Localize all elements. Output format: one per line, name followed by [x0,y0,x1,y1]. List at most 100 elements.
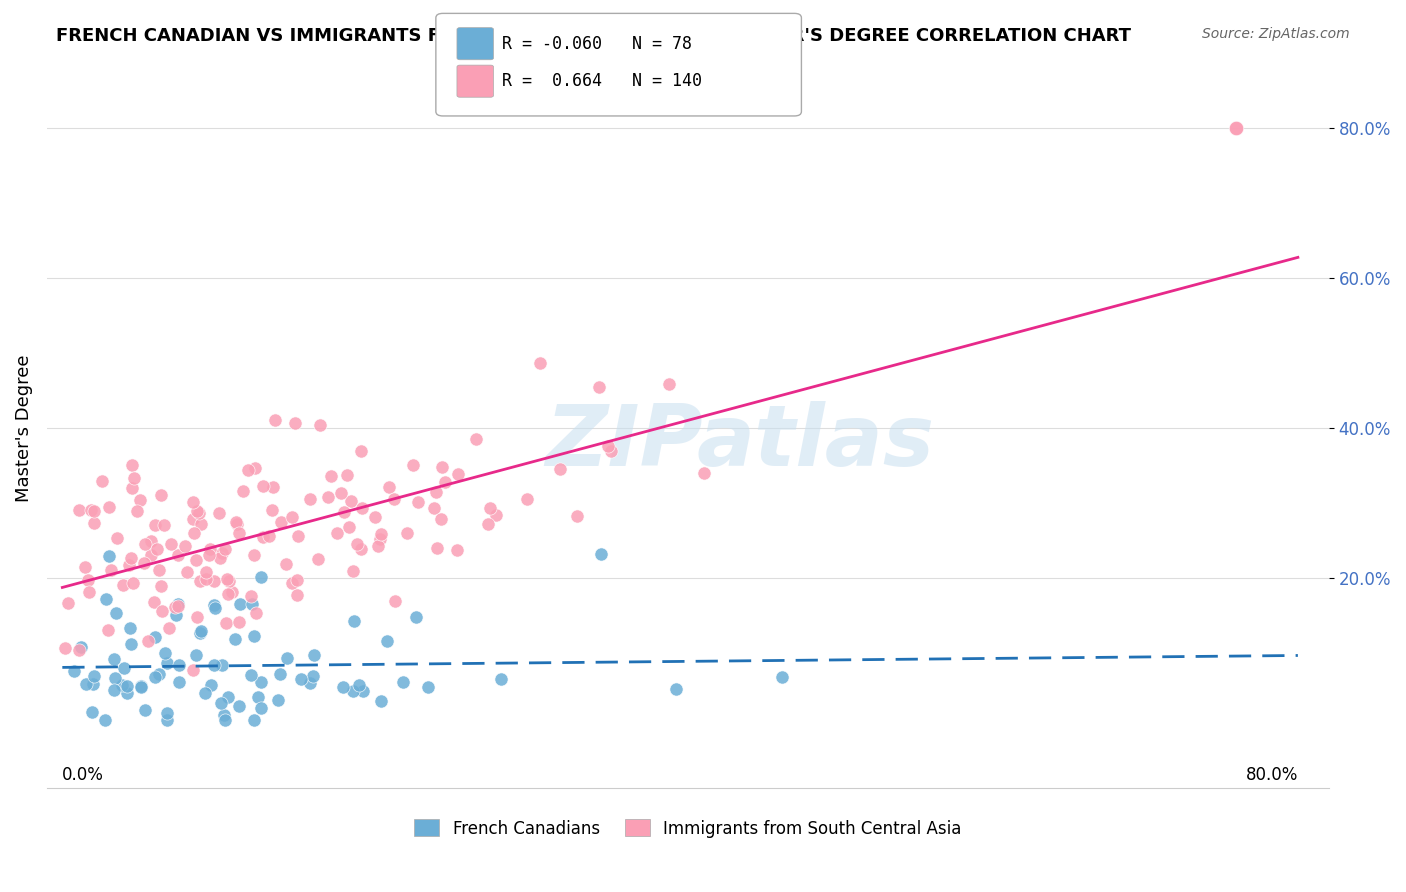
French Canadians [103,682,125,697]
Immigrants from South Central Asia [446,543,468,558]
French Canadians [148,666,170,681]
Immigrants from South Central Asia [211,546,233,560]
French Canadians [224,632,246,646]
Immigrants from South Central Asia [548,461,571,475]
Immigrants from South Central Asia [134,537,156,551]
Immigrants from South Central Asia [198,548,221,562]
French Canadians [134,703,156,717]
Immigrants from South Central Asia [598,439,620,453]
French Canadians [204,601,226,615]
French Canadians [665,681,688,696]
Immigrants from South Central Asia [181,495,204,509]
French Canadians [118,621,141,635]
Immigrants from South Central Asia [342,564,364,578]
Immigrants from South Central Asia [337,519,360,533]
Immigrants from South Central Asia [209,550,232,565]
Immigrants from South Central Asia [382,491,405,506]
Immigrants from South Central Asia [425,484,447,499]
Immigrants from South Central Asia [243,548,266,562]
French Canadians [94,591,117,606]
Point [1225,121,1247,136]
Immigrants from South Central Asia [215,616,238,631]
Immigrants from South Central Asia [423,501,446,516]
Immigrants from South Central Asia [198,541,221,556]
Immigrants from South Central Asia [83,504,105,518]
French Canadians [209,696,232,710]
Immigrants from South Central Asia [1225,121,1247,136]
Immigrants from South Central Asia [264,413,287,427]
Immigrants from South Central Asia [173,540,195,554]
Immigrants from South Central Asia [143,595,166,609]
French Canadians [299,675,322,690]
Legend: French Canadians, Immigrants from South Central Asia: French Canadians, Immigrants from South … [408,813,969,844]
Immigrants from South Central Asia [183,525,205,540]
Immigrants from South Central Asia [318,490,340,504]
Immigrants from South Central Asia [186,609,208,624]
Immigrants from South Central Asia [447,467,470,481]
Immigrants from South Central Asia [516,491,538,506]
Immigrants from South Central Asia [228,615,250,629]
Immigrants from South Central Asia [285,573,308,587]
French Canadians [103,652,125,666]
Immigrants from South Central Asia [465,432,488,446]
Immigrants from South Central Asia [160,537,183,551]
Immigrants from South Central Asia [98,500,121,514]
Immigrants from South Central Asia [257,529,280,543]
French Canadians [589,547,612,561]
French Canadians [115,679,138,693]
Immigrants from South Central Asia [143,517,166,532]
French Canadians [83,669,105,683]
Immigrants from South Central Asia [281,576,304,591]
French Canadians [250,674,273,689]
French Canadians [129,680,152,694]
Immigrants from South Central Asia [184,553,207,567]
Immigrants from South Central Asia [350,542,373,557]
Immigrants from South Central Asia [478,500,501,515]
French Canadians [82,705,104,719]
Immigrants from South Central Asia [245,606,267,620]
French Canadians [290,673,312,687]
French Canadians [155,714,177,728]
Immigrants from South Central Asia [600,444,623,458]
Immigrants from South Central Asia [384,594,406,608]
Immigrants from South Central Asia [149,579,172,593]
Immigrants from South Central Asia [139,548,162,562]
Immigrants from South Central Asia [163,600,186,615]
Text: atlas: atlas [697,401,935,484]
French Canadians [167,674,190,689]
Immigrants from South Central Asia [350,501,373,516]
French Canadians [194,686,217,700]
Immigrants from South Central Asia [274,558,297,572]
Immigrants from South Central Asia [77,585,100,599]
Immigrants from South Central Asia [67,643,90,657]
Immigrants from South Central Asia [406,495,429,509]
French Canadians [332,680,354,694]
Immigrants from South Central Asia [567,508,589,523]
French Canadians [111,678,134,692]
Immigrants from South Central Asia [138,633,160,648]
Immigrants from South Central Asia [202,574,225,588]
Immigrants from South Central Asia [433,475,456,489]
French Canadians [97,549,120,563]
Immigrants from South Central Asia [83,516,105,531]
Immigrants from South Central Asia [91,474,114,488]
Immigrants from South Central Asia [67,503,90,517]
Immigrants from South Central Asia [309,417,332,432]
Immigrants from South Central Asia [477,516,499,531]
Immigrants from South Central Asia [139,533,162,548]
French Canadians [302,648,325,662]
Immigrants from South Central Asia [252,479,274,493]
French Canadians [250,701,273,715]
Immigrants from South Central Asia [217,572,239,586]
Immigrants from South Central Asia [153,517,176,532]
Text: ZIP: ZIP [546,401,703,484]
Immigrants from South Central Asia [221,585,243,599]
Immigrants from South Central Asia [97,623,120,637]
Text: FRENCH CANADIAN VS IMMIGRANTS FROM SOUTH CENTRAL ASIA MASTER'S DEGREE CORRELATIO: FRENCH CANADIAN VS IMMIGRANTS FROM SOUTH… [56,27,1132,45]
Immigrants from South Central Asia [214,541,236,556]
Immigrants from South Central Asia [100,563,122,577]
Immigrants from South Central Asia [132,556,155,570]
French Canadians [228,698,250,713]
French Canadians [143,630,166,644]
French Canadians [70,640,93,654]
